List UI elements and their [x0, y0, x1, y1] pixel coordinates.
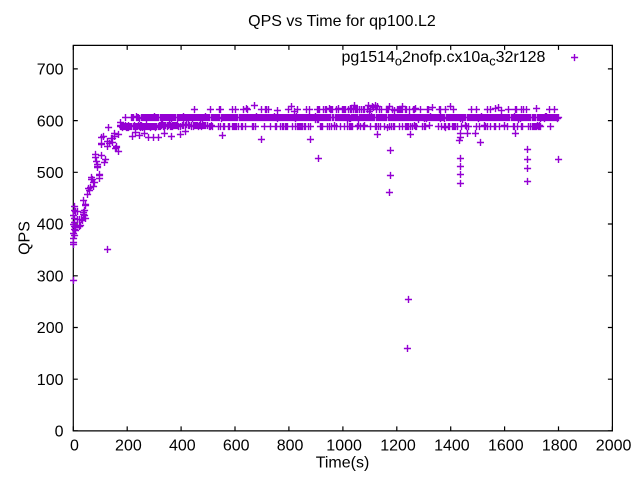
svg-text:400: 400 — [37, 217, 64, 234]
svg-text:QPS: QPS — [16, 221, 33, 255]
svg-text:200: 200 — [115, 438, 142, 455]
svg-text:500: 500 — [37, 165, 64, 182]
svg-text:0: 0 — [70, 438, 79, 455]
svg-text:2000: 2000 — [596, 438, 632, 455]
svg-text:QPS vs Time for qp100.L2: QPS vs Time for qp100.L2 — [248, 13, 436, 30]
svg-text:800: 800 — [277, 438, 304, 455]
svg-text:1600: 1600 — [488, 438, 524, 455]
svg-text:pg1514o2nofp.cx10ac32r128: pg1514o2nofp.cx10ac32r128 — [342, 49, 546, 69]
svg-text:1800: 1800 — [542, 438, 578, 455]
svg-text:Time(s): Time(s) — [316, 455, 370, 472]
svg-text:0: 0 — [55, 424, 64, 441]
svg-text:600: 600 — [37, 113, 64, 130]
svg-text:400: 400 — [169, 438, 196, 455]
svg-text:1200: 1200 — [380, 438, 416, 455]
svg-text:1000: 1000 — [326, 438, 362, 455]
svg-text:1400: 1400 — [434, 438, 470, 455]
svg-text:300: 300 — [37, 269, 64, 286]
svg-text:600: 600 — [223, 438, 250, 455]
svg-text:700: 700 — [37, 62, 64, 79]
svg-text:200: 200 — [37, 320, 64, 337]
svg-text:100: 100 — [37, 372, 64, 389]
